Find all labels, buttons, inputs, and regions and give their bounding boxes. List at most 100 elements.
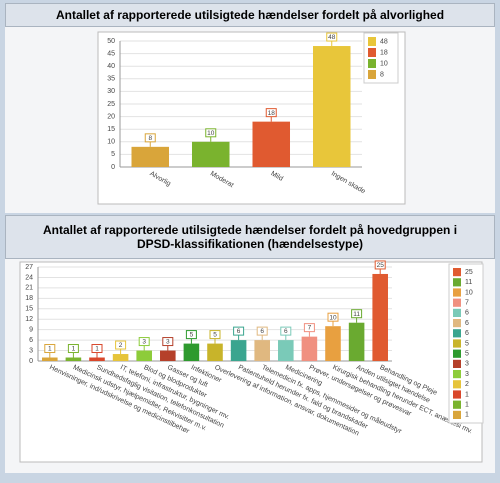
legend-swatch <box>368 70 376 79</box>
y-tick-label: 45 <box>107 50 115 57</box>
data-label: 5 <box>213 332 217 339</box>
chart-title: Antallet af rapporterede utilsigtede hæn… <box>5 215 495 259</box>
y-tick-label: 21 <box>25 285 33 292</box>
bar <box>65 357 82 361</box>
y-tick-label: 0 <box>111 164 115 171</box>
legend-label: 5 <box>465 351 469 358</box>
data-label: 7 <box>308 325 312 332</box>
data-label: 3 <box>142 339 146 346</box>
label-box <box>327 312 339 322</box>
legend-label: 1 <box>465 391 469 398</box>
legend-swatch <box>453 390 461 399</box>
data-label: 6 <box>237 328 241 335</box>
y-tick-label: 27 <box>25 264 33 271</box>
y-tick-label: 15 <box>107 126 115 133</box>
legend-swatch <box>453 308 461 317</box>
y-tick-label: 6 <box>29 337 33 344</box>
legend-swatch <box>453 268 461 277</box>
legend-label: 3 <box>465 371 469 378</box>
y-tick-label: 25 <box>107 101 115 108</box>
data-label: 1 <box>48 346 52 353</box>
y-tick-label: 50 <box>107 38 115 45</box>
data-label: 6 <box>260 328 264 335</box>
y-tick-label: 0 <box>29 358 33 365</box>
data-label: 25 <box>377 262 385 269</box>
y-tick-label: 30 <box>107 88 115 95</box>
data-label: 2 <box>119 342 123 349</box>
legend-swatch <box>453 370 461 379</box>
bar <box>42 357 58 361</box>
legend-label: 6 <box>465 320 469 327</box>
bar <box>207 343 223 361</box>
data-label: 1 <box>72 346 76 353</box>
data-label: 6 <box>284 328 288 335</box>
legend-label: 6 <box>465 330 469 337</box>
legend-swatch <box>453 410 461 419</box>
bar <box>372 273 388 361</box>
bar <box>325 326 341 361</box>
label-box <box>374 260 386 270</box>
legend-swatch <box>453 349 461 358</box>
bar <box>278 340 294 361</box>
bar <box>191 141 230 167</box>
legend-label: 10 <box>465 289 473 296</box>
y-tick-label: 10 <box>107 139 115 146</box>
legend-label: 2 <box>465 381 469 388</box>
data-label: 3 <box>166 339 170 346</box>
data-label: 48 <box>328 34 336 41</box>
data-label: 11 <box>353 311 360 318</box>
legend-swatch <box>453 380 461 389</box>
bar <box>301 336 318 361</box>
data-label: 10 <box>329 314 337 321</box>
legend-swatch <box>368 59 376 68</box>
legend-swatch <box>453 400 461 409</box>
data-label: 1 <box>95 346 99 353</box>
legend-label: 25 <box>465 269 473 276</box>
bar <box>160 350 176 361</box>
y-tick-label: 18 <box>25 295 33 302</box>
chart-title: Antallet af rapporterede utilsigtede hæn… <box>5 3 495 27</box>
y-tick-label: 5 <box>111 151 115 158</box>
label-box <box>162 337 174 347</box>
data-label: 18 <box>268 110 276 117</box>
y-tick-label: 12 <box>25 316 33 323</box>
legend-label: 8 <box>380 71 384 78</box>
bar <box>254 340 270 361</box>
legend-swatch <box>368 48 376 57</box>
legend-swatch <box>453 278 461 287</box>
bar <box>312 46 351 167</box>
bar <box>252 121 291 167</box>
bar <box>89 357 105 361</box>
legend-label: 3 <box>465 361 469 368</box>
legend-swatch <box>453 329 461 338</box>
legend-swatch <box>368 37 376 46</box>
legend-swatch <box>453 339 461 348</box>
legend-label: 7 <box>465 300 469 307</box>
legend-label: 11 <box>465 279 472 286</box>
data-label: 8 <box>148 135 152 142</box>
legend-swatch <box>453 359 461 368</box>
legend-label: 10 <box>380 60 388 67</box>
bar <box>348 322 365 361</box>
data-label: 10 <box>207 130 215 137</box>
legend-swatch <box>453 319 461 328</box>
bar <box>131 146 170 167</box>
plot-frame <box>19 261 483 463</box>
legend-label: 48 <box>380 38 388 45</box>
legend-label: 5 <box>465 340 469 347</box>
y-tick-label: 35 <box>107 76 115 83</box>
bar <box>112 354 129 361</box>
bar <box>136 350 152 361</box>
y-tick-label: 20 <box>107 113 115 120</box>
chart: 051015202530354045508Alvorlig10Moderat18… <box>5 27 495 213</box>
y-tick-label: 24 <box>25 274 33 281</box>
y-tick-label: 15 <box>25 306 33 313</box>
y-tick-label: 3 <box>29 347 33 354</box>
legend-label: 1 <box>465 402 469 409</box>
bar <box>230 340 247 361</box>
legend-label: 6 <box>465 310 469 317</box>
legend-swatch <box>453 288 461 297</box>
y-tick-label: 9 <box>29 327 33 334</box>
